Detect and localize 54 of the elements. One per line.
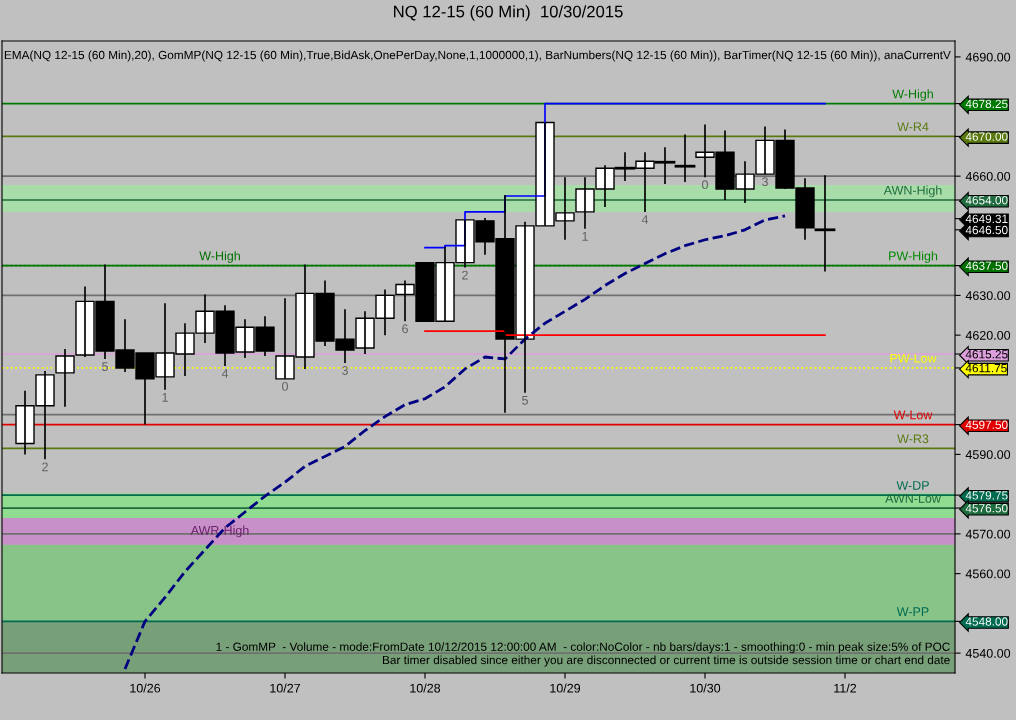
ref-line-label: AWN-Low — [885, 494, 941, 503]
y-tick-label: 4678.25 — [965, 99, 1008, 108]
x-tick-label: 10/29 — [550, 683, 581, 693]
y-tick-label: 4611.75 — [965, 363, 1007, 373]
ref-line-label: W-R4 — [897, 122, 929, 132]
y-tick-label: 4590.00 — [965, 450, 1011, 460]
y-tick-label: 4646.50 — [965, 225, 1008, 235]
text: 5 — [522, 396, 528, 405]
ref-line-label: W-High — [892, 89, 933, 101]
y-tick-label: 4615.25 — [965, 350, 1008, 359]
text: 0 — [702, 180, 708, 190]
x-tick-label: 10/26 — [130, 683, 161, 693]
y-tick-label: 4637.50 — [965, 261, 1008, 270]
y-tick-label: 4670.00 — [965, 132, 1008, 141]
ref-line-label: W-PP — [896, 607, 929, 616]
annotation: 1 - GomMP - Volume - mode:FromDate 10/12/2015 12:00:00 AM - color:NoColor - nb bars/days:1 - smoothing:0 - min peak size:5% of POC — [216, 642, 950, 654]
ref-line-label: PW-High — [889, 251, 938, 263]
y-tick-label: 4620.00 — [965, 330, 1011, 340]
y-tick-label: 4540.00 — [965, 648, 1011, 658]
y-tick-label: 4660.00 — [965, 171, 1011, 181]
text: 1 — [582, 232, 588, 241]
y-tick-label: 4630.00 — [965, 291, 1011, 301]
ref-line-label: W-DP — [896, 481, 929, 490]
ref-line-label: AWN-High — [883, 185, 942, 198]
text: 2 — [462, 270, 468, 280]
y-tick-label: 4560.00 — [965, 569, 1011, 579]
candlestick — [674, 133, 696, 183]
text: EMA(NQ 12-15 (60 Min),20), GomMP(NQ 12-15 (60 Min),True,BidAsk,OnePerDay,None,1,1000000,1), BarNumbers(NQ 12-15 (60 Min)), BarTimer(NQ 12-15 (60 Min)), anaCurrentV — [4, 50, 951, 62]
text: 2 — [42, 462, 48, 472]
ref-line-label: W-R3 — [897, 434, 929, 444]
text: 1 — [162, 393, 168, 402]
text: 6 — [402, 324, 408, 334]
ref-line-label: W-High — [199, 251, 240, 263]
x-tick-label: 10/28 — [410, 683, 441, 693]
x-tick-label: 11/2 — [834, 683, 857, 693]
y-tick-label: 4579.75 — [965, 491, 1008, 500]
y-tick-label: 4649.31 — [965, 214, 1008, 224]
text: 3 — [762, 177, 768, 187]
y-tick-label: 4548.00 — [965, 617, 1008, 626]
text: 4 — [221, 369, 229, 378]
text: 0 — [282, 381, 288, 391]
y-tick-label: 4654.00 — [965, 196, 1008, 205]
y-tick-label: 4570.00 — [965, 529, 1011, 539]
y-tick-label: 4690.00 — [965, 52, 1011, 62]
y-tick-label: 4597.50 — [965, 420, 1008, 429]
y-tick-label: 4576.50 — [965, 504, 1008, 513]
x-tick-label: 10/27 — [270, 683, 301, 693]
text: 5 — [102, 362, 108, 371]
x-tick-label: 10/30 — [690, 683, 721, 693]
annotation: Bar timer disabled since either you are disconnected or current time is outside session time or chart end date — [382, 655, 950, 667]
text: 4 — [641, 215, 649, 224]
ref-line-label: W-Low — [893, 410, 933, 420]
ref-line-label: PW-Low — [890, 353, 937, 363]
chart-title: NQ 12-15 (60 Min) 10/30/2015 — [394, 5, 623, 21]
